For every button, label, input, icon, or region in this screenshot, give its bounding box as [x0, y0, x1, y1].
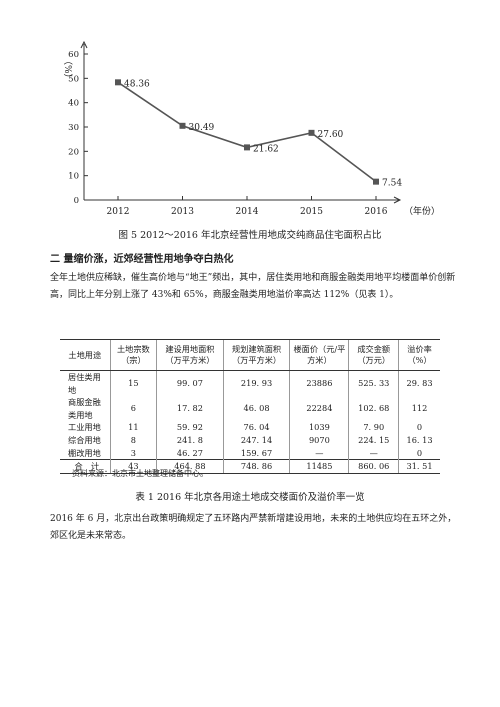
table-cell: 112	[398, 396, 440, 422]
table-cell: 247. 14	[222, 433, 290, 447]
table-cell: 3	[109, 446, 157, 460]
table-cell: 219. 93	[222, 370, 290, 397]
col-header: 土地宗数（宗）	[109, 339, 157, 371]
table-cell: 99. 07	[156, 370, 224, 397]
table-cell: 11485	[289, 459, 349, 474]
table-cell: 7. 90	[348, 421, 399, 434]
table-cell: 76. 04	[222, 421, 290, 434]
table-cell: 241. 8	[156, 433, 224, 447]
table-cell: 29. 83	[398, 370, 440, 397]
data-point	[115, 79, 121, 86]
y-tick-label: 40	[68, 99, 79, 109]
section-heading: 二 量缩价涨，近郊经营性用地争夺白热化	[50, 254, 234, 265]
table-cell: 6	[109, 396, 157, 422]
table-cell: —	[348, 446, 399, 460]
table-cell: 工业用地	[68, 422, 101, 433]
table-cell: 748. 86	[222, 459, 290, 474]
paragraph-2: 2016 年 6 月，北京出台政策明确规定了五环路内严禁新增建设用地，未来的土地…	[50, 514, 457, 541]
col-header: 建设用地面积（万平方米）	[156, 339, 224, 371]
table-cell: 8	[109, 433, 157, 447]
col-header: 楼面价（元/平方米）	[289, 339, 349, 371]
table-row: 工业用地 11 59. 92 76. 04 1039 7. 90 0	[60, 421, 440, 434]
data-point	[308, 129, 315, 136]
table-cell: 1039	[289, 421, 349, 434]
table-cell: 159. 67	[222, 446, 290, 460]
y-tick-label: 60	[68, 50, 79, 60]
table-cell: 46. 27	[156, 446, 224, 460]
table-cell: 464. 88	[156, 459, 224, 474]
table-cell: 居住类用地	[68, 372, 101, 395]
x-tick-label: 2014	[236, 207, 259, 217]
table-cell: 合 计	[60, 459, 111, 474]
x-unit-label: （年份）	[404, 205, 440, 217]
data-label: 21.62	[253, 144, 279, 154]
table-header-row: 土地用途 土地宗数（宗） 建设用地面积（万平方米） 规划建筑面积（万平方米） 楼…	[60, 339, 440, 371]
table-cell: 31. 51	[398, 459, 440, 474]
table-total-row: 合 计 43 464. 88 748. 86 11485 860. 06 31. 51	[60, 459, 440, 474]
table-cell: 9070	[289, 433, 349, 447]
land-use-table: 土地用途 土地宗数（宗） 建设用地面积（万平方米） 规划建筑面积（万平方米） 楼…	[60, 339, 440, 474]
data-label: 7.54	[382, 179, 402, 189]
chart-series	[115, 79, 379, 185]
table-row: 居住类用地 15 99. 07 219. 93 23886 525. 33 29. 83	[60, 370, 440, 397]
table-cell: 525. 33	[348, 370, 399, 397]
data-label: 27.60	[318, 130, 344, 140]
table-cell: —	[289, 446, 349, 460]
col-header: 规划建筑面积（万平方米）	[222, 339, 290, 371]
y-tick-label: 20	[68, 147, 79, 157]
table-cell: 59. 92	[156, 421, 224, 434]
table-cell: 商服金融类用地	[68, 397, 101, 420]
table-cell: 46. 08	[222, 396, 290, 422]
x-tick-label: 2013	[171, 207, 194, 217]
y-tick-label: 50	[68, 74, 79, 84]
chart-data-labels: 48.36 30.49 21.62 27.60 7.54	[124, 79, 402, 188]
data-point	[179, 122, 186, 129]
table-row: 商服金融类用地 6 17. 82 46. 08 22284 102. 68 112	[60, 396, 440, 422]
data-label: 48.36	[124, 79, 150, 89]
col-header: 土地用途	[60, 339, 111, 371]
col-header: 成交金额（万元）	[348, 339, 399, 371]
y-tick-label: 10	[68, 172, 79, 182]
table-cell: 11	[109, 421, 157, 434]
x-tick-label: 2016	[365, 207, 388, 217]
table-cell: 22284	[289, 396, 349, 422]
table-cell: 860. 06	[348, 459, 399, 474]
figure-caption: 图 5 2012～2016 年北京经营性用地成交纯商品住宅面积占比	[118, 230, 382, 241]
x-tick-label: 2015	[300, 207, 323, 217]
col-header: 溢价率（%）	[398, 339, 440, 371]
y-tick-label: 0	[74, 196, 79, 206]
table-row: 棚改用地 3 46. 27 159. 67— —0	[60, 446, 440, 460]
y-unit-label: （%）	[62, 56, 73, 83]
table-cell: 23886	[289, 370, 349, 397]
source-note: 资料来源：北京市土地整理储备中心。	[72, 469, 208, 478]
x-tick-label: 2012	[107, 207, 130, 217]
x-axis-arrow	[393, 196, 402, 204]
table-cell: 17. 82	[156, 396, 224, 422]
table-cell: 棚改用地	[68, 447, 101, 458]
y-tick-label: 30	[68, 123, 79, 133]
table-caption: 表 1 2016 年北京各用途土地成交楼面价及溢价率一览	[135, 492, 365, 503]
chart-axes: （%） （年份）	[62, 40, 440, 217]
chart-ticks: 0 10 20 30 40 50 60 2012 2013 2014 2015 2016	[68, 50, 388, 217]
line-chart: （%） （年份） 0 10 20 30 40 50 60 2012 2013 2014 2015 201…	[62, 40, 440, 217]
table-row: 综合用地 8 241. 8 247. 14 9070 224. 15 16. 13	[60, 433, 440, 447]
table-cell: 16. 13	[398, 433, 440, 447]
table-cell: 224. 15	[348, 433, 399, 447]
table-cell: 综合用地	[68, 434, 101, 445]
table-cell: 15	[109, 370, 157, 397]
table-cell: 0	[398, 421, 440, 434]
table-cell: 43	[109, 459, 157, 474]
y-axis-arrow	[80, 40, 88, 49]
paragraph-1: 全年土地供应稀缺，催生高价地与“地王”频出，其中，居住类用地和商服金融类用地平均…	[50, 273, 456, 300]
data-label: 30.49	[189, 123, 215, 133]
table-cell: 0	[398, 446, 440, 460]
table-cell: 102. 68	[348, 396, 399, 422]
data-point	[373, 178, 379, 185]
data-point	[244, 144, 250, 151]
